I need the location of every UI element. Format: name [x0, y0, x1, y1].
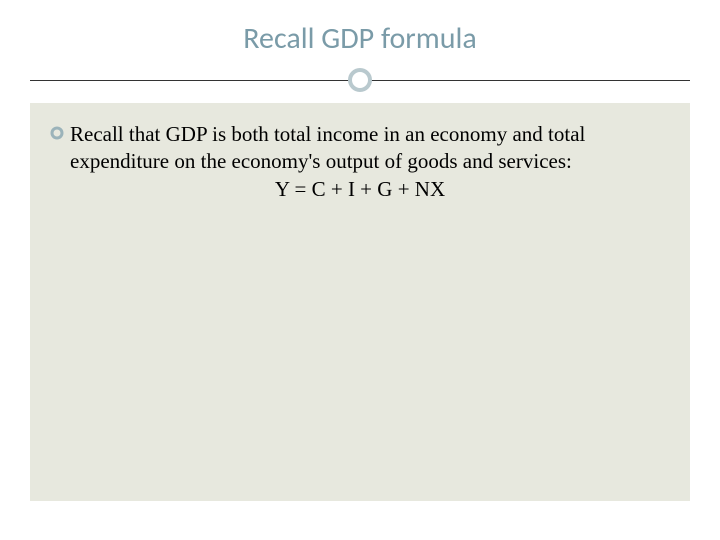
slide-container: Recall GDP formula Recall that GDP is bo…: [0, 0, 720, 540]
title-section: Recall GDP formula: [18, 12, 702, 61]
content-box: Recall that GDP is both total income in …: [30, 103, 690, 501]
divider: [18, 67, 702, 93]
formula-text: Y = C + I + G + NX: [50, 177, 670, 202]
bullet-item: Recall that GDP is both total income in …: [50, 121, 670, 175]
bullet-circle-icon: [50, 126, 64, 145]
bullet-text: Recall that GDP is both total income in …: [70, 121, 670, 175]
divider-circle-icon: [348, 68, 372, 92]
slide-title: Recall GDP formula: [18, 20, 702, 57]
